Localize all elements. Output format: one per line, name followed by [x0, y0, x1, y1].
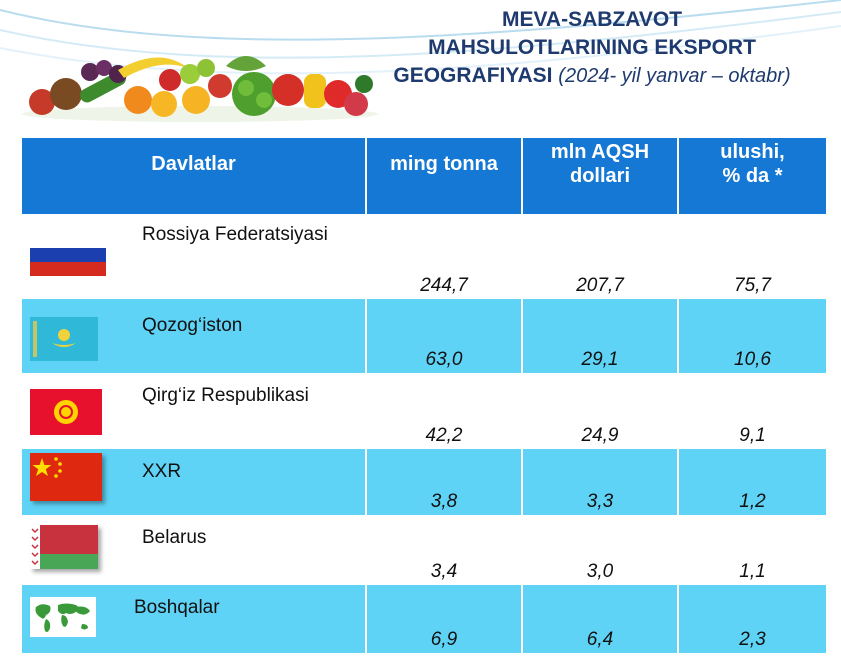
header-country-label: Davlatlar [151, 153, 236, 175]
header-share-line2: % da * [722, 165, 783, 187]
country-name: Qozog‘iston [142, 315, 243, 336]
title-period: (2024- yil yanvar – oktabr) [558, 65, 791, 87]
share-cell: 9,1 [677, 373, 826, 449]
tons-cell: 6,9 [365, 585, 522, 653]
usd-value: 207,7 [576, 275, 624, 296]
usd-cell: 24,9 [521, 373, 678, 449]
share-value: 1,2 [739, 491, 766, 512]
country-cell: Qirg‘iz Respublikasi [22, 373, 366, 449]
share-value: 75,7 [734, 275, 771, 296]
usd-value: 24,9 [581, 425, 619, 446]
country-cell: Boshqalar [22, 585, 366, 653]
country-name: Boshqalar [134, 597, 220, 618]
share-value: 2,3 [739, 629, 766, 650]
title-line-3: GEOGRAFIYASI [393, 64, 553, 87]
fruits-vegetables-banner [22, 56, 378, 122]
share-value: 9,1 [739, 425, 766, 446]
table-header-row: Davlatlar ming tonna mln AQSH dollari ul… [22, 138, 826, 214]
country-name: XXR [142, 461, 182, 482]
tons-cell: 244,7 [365, 214, 522, 299]
share-cell: 1,1 [677, 515, 826, 585]
table-row: Qirg‘iz Respublikasi 42,2 24,9 9,1 [22, 373, 826, 449]
usd-cell: 29,1 [521, 299, 678, 373]
country-cell: Qozog‘iston [22, 299, 366, 373]
kyrgyzstan-flag [30, 389, 102, 435]
tons-value: 3,8 [430, 491, 458, 512]
country-cell: Belarus [22, 515, 366, 585]
tons-cell: 3,8 [365, 449, 522, 515]
title-line-2: MAHSULOTLARINING EKSPORT [428, 36, 756, 59]
world-map-icon [30, 597, 96, 637]
usd-value: 29,1 [581, 349, 619, 370]
russia-flag [30, 234, 106, 276]
header-usd-line1: mln AQSH [550, 141, 650, 163]
usd-value: 6,4 [586, 629, 614, 650]
country-name: Qirg‘iz Respublikasi [142, 385, 309, 406]
belarus-flag [30, 525, 98, 569]
usd-value: 3,3 [586, 491, 614, 512]
country-name: Rossiya Federatsiyasi [142, 224, 328, 245]
table-row: Boshqalar 6,9 6,4 2,3 [22, 585, 826, 653]
china-flag [30, 453, 102, 501]
tons-cell: 3,4 [365, 515, 522, 585]
usd-cell: 6,4 [521, 585, 678, 653]
country-cell: Rossiya Federatsiyasi [22, 214, 366, 299]
tons-value: 42,2 [425, 425, 463, 446]
country-cell: XXR [22, 449, 366, 515]
header-tons-label: ming tonna [390, 153, 498, 175]
header-usd-line2: dollari [569, 165, 630, 187]
table-row: XXR 3,8 3,3 1,2 [22, 449, 826, 515]
share-cell: 1,2 [677, 449, 826, 515]
share-value: 1,1 [739, 561, 766, 582]
tons-value: 3,4 [430, 561, 458, 582]
kazakhstan-flag [30, 317, 98, 361]
usd-cell: 3,3 [521, 449, 678, 515]
tons-value: 63,0 [425, 349, 463, 370]
share-value: 10,6 [734, 349, 771, 370]
usd-value: 3,0 [586, 561, 614, 582]
usd-cell: 3,0 [521, 515, 678, 585]
header-usd: mln AQSH dollari [521, 138, 678, 214]
header-country: Davlatlar [22, 138, 366, 214]
table-row: Qozog‘iston 63,0 29,1 10,6 [22, 299, 826, 373]
usd-cell: 207,7 [521, 214, 678, 299]
share-cell: 75,7 [677, 214, 826, 299]
header-share-line1: ulushi, [720, 141, 785, 163]
share-cell: 2,3 [677, 585, 826, 653]
export-table: Davlatlar ming tonna mln AQSH dollari ul… [22, 138, 826, 653]
tons-value: 244,7 [420, 275, 468, 296]
share-cell: 10,6 [677, 299, 826, 373]
header-tons: ming tonna [365, 138, 522, 214]
table-row: Rossiya Federatsiyasi 244,7 207,7 75,7 [22, 214, 826, 299]
title-line-1: MEVA-SABZAVOT [501, 8, 683, 31]
tons-value: 6,9 [430, 629, 458, 650]
tons-cell: 42,2 [365, 373, 522, 449]
country-name: Belarus [142, 527, 207, 548]
page-title: MEVA-SABZAVOT MAHSULOTLARINING EKSPORT G… [357, 6, 827, 90]
header-share: ulushi, % da * [677, 138, 826, 214]
table-row: Belarus 3,4 3,0 1,1 [22, 515, 826, 585]
tons-cell: 63,0 [365, 299, 522, 373]
